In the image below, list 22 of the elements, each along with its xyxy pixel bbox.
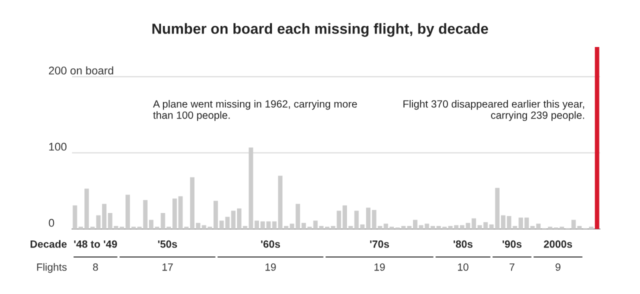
text: 9 [556, 263, 560, 271]
text: 19 [374, 263, 385, 271]
text: 7 [510, 264, 514, 271]
text: 19 [266, 263, 276, 271]
y-tick-label: 200 on board [48, 66, 114, 75]
text: '48 to '49 [74, 240, 117, 248]
annotation: A plane went missing in 1962, carrying more than 100 people. [153, 100, 357, 121]
text: '60s [261, 240, 280, 248]
text: 8 [93, 263, 98, 271]
text: '70s [370, 240, 389, 248]
text: Decade [30, 240, 67, 248]
annotation: Flight 370 disappeared earlier this year, carrying 239 people. [403, 100, 584, 121]
chart-title: Number on board each missing flight, by decade [152, 23, 488, 37]
text: 2000s [544, 240, 572, 248]
text: '90s [502, 240, 522, 248]
y-tick-label: 0 [48, 218, 54, 227]
text: Flights [37, 263, 67, 273]
text: 10 [458, 263, 468, 271]
text: '50s [158, 240, 177, 248]
text: 17 [162, 264, 173, 271]
y-tick-label: 100 [49, 142, 66, 151]
text: '80s [454, 240, 472, 248]
